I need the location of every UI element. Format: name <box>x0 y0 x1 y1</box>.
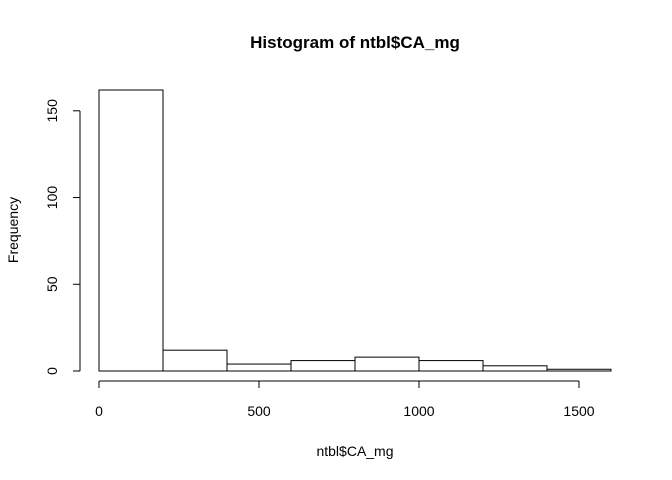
y-tick-label-3: 150 <box>44 99 60 123</box>
x-tick-label-1: 500 <box>247 403 271 419</box>
histogram-bar-5 <box>418 360 484 372</box>
y-axis-label: Frequency <box>5 197 21 263</box>
x-axis: 0 500 1000 1500 <box>95 380 595 419</box>
y-tick-label-0: 0 <box>44 367 60 375</box>
histogram-bar-4 <box>354 356 420 372</box>
x-tick-label-3: 1500 <box>563 403 594 419</box>
histogram-bar-0 <box>98 89 164 372</box>
histogram-bar-3 <box>290 360 356 372</box>
histogram-bar-2 <box>226 363 292 372</box>
histogram-bar-7 <box>546 368 612 372</box>
x-tick-label-2: 1000 <box>403 403 434 419</box>
y-tick-label-2: 100 <box>44 186 60 210</box>
histogram-bar-6 <box>482 365 548 372</box>
y-tick-label-1: 50 <box>44 276 60 292</box>
histogram-bars <box>98 89 612 372</box>
x-tick-label-0: 0 <box>95 403 103 419</box>
histogram-bar-1 <box>162 349 228 372</box>
chart-title: Histogram of ntbl$CA_mg <box>250 33 460 52</box>
x-axis-label: ntbl$CA_mg <box>316 443 393 459</box>
y-axis: 0 50 100 150 <box>44 99 81 375</box>
